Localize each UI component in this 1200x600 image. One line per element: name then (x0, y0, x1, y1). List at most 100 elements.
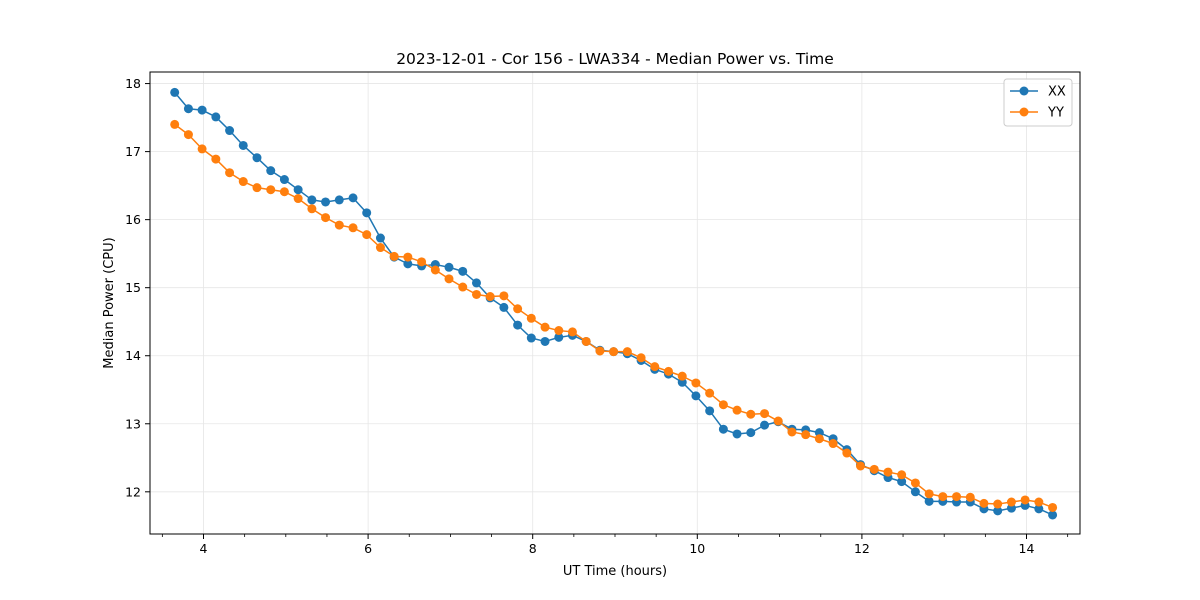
data-point-yy (403, 252, 413, 262)
y-tick-label: 18 (125, 76, 141, 91)
legend-label-yy: YY (1047, 106, 1064, 121)
grid (150, 72, 1080, 534)
data-point-yy (952, 492, 962, 502)
data-point-xx (993, 506, 1003, 516)
data-point-xx (526, 333, 536, 343)
data-point-yy (718, 400, 728, 410)
data-point-yy (183, 130, 193, 140)
y-tick-label: 17 (125, 144, 141, 159)
series-yy (170, 119, 1058, 512)
data-point-yy (266, 185, 276, 195)
data-point-xx (760, 420, 770, 430)
data-point-yy (279, 187, 289, 197)
data-point-xx (225, 126, 235, 136)
data-point-xx (170, 87, 180, 97)
data-point-yy (293, 194, 303, 204)
data-point-yy (732, 405, 742, 415)
data-point-yy (540, 322, 550, 332)
data-point-yy (554, 326, 564, 336)
data-point-yy (787, 427, 797, 437)
data-point-yy (238, 177, 248, 187)
data-point-xx (471, 278, 481, 288)
data-point-xx (211, 112, 221, 122)
data-point-xx (266, 166, 276, 176)
data-point-yy (1048, 502, 1058, 512)
data-point-yy (321, 213, 331, 223)
data-point-yy (595, 346, 605, 356)
x-tick-label: 4 (200, 541, 208, 556)
data-point-xx (897, 477, 907, 487)
data-point-xx (705, 406, 715, 416)
data-point-yy (760, 409, 770, 419)
data-point-xx (499, 302, 509, 312)
data-point-yy (883, 467, 893, 477)
data-point-yy (362, 230, 372, 240)
data-point-yy (664, 366, 673, 376)
data-point-xx (348, 193, 358, 203)
data-point-xx (1034, 504, 1044, 514)
data-point-xx (718, 424, 728, 434)
x-axis-label: UT Time (hours) (563, 564, 667, 579)
y-axis: 12 13 14 15 16 17 18 (125, 76, 150, 499)
data-point-yy (197, 144, 207, 154)
data-point-yy (705, 388, 715, 398)
data-point-yy (691, 378, 701, 388)
data-point-xx (513, 320, 523, 330)
y-axis-label: Median Power (CPU) (102, 237, 117, 368)
data-point-yy (430, 265, 440, 275)
data-point-yy (170, 119, 180, 129)
x-tick-label: 14 (1019, 541, 1035, 556)
data-point-yy (485, 292, 495, 302)
data-point-xx (183, 104, 193, 114)
y-tick-label: 16 (125, 212, 141, 227)
data-point-yy (897, 470, 907, 480)
data-point-yy (499, 291, 509, 301)
data-point-xx (334, 195, 344, 205)
data-point-yy (677, 371, 687, 381)
data-point-yy (856, 461, 865, 471)
data-point-yy (526, 313, 536, 323)
x-tick-label: 8 (529, 541, 537, 556)
data-point-yy (842, 448, 852, 458)
data-point-yy (567, 327, 577, 337)
data-point-xx (293, 185, 303, 195)
x-tick-label: 12 (854, 541, 870, 556)
y-tick-label: 13 (125, 416, 141, 431)
data-point-yy (801, 430, 811, 440)
data-point-yy (650, 362, 660, 372)
data-point-xx (444, 262, 454, 272)
data-point-xx (279, 175, 289, 185)
data-point-xx (924, 496, 934, 506)
data-point-yy (814, 434, 824, 444)
data-point-yy (979, 498, 989, 508)
data-point-yy (417, 257, 427, 267)
y-tick-label: 15 (125, 280, 141, 295)
data-point-yy (513, 304, 523, 314)
data-point-xx (403, 259, 413, 269)
data-point-yy (458, 282, 468, 292)
data-point-yy (1020, 495, 1030, 505)
data-point-yy (746, 409, 756, 419)
data-point-yy (828, 439, 838, 449)
data-point-yy (1006, 497, 1016, 507)
data-point-xx (554, 332, 564, 342)
data-point-yy (307, 204, 317, 214)
data-point-xx (321, 197, 331, 207)
data-point-yy (1034, 497, 1044, 507)
data-point-yy (924, 489, 934, 499)
data-point-yy (581, 336, 591, 346)
data-point-xx (375, 233, 385, 243)
chart-title: 2023-12-01 - Cor 156 - LWA334 - Median P… (396, 50, 834, 68)
legend-marker-xx (1019, 86, 1029, 96)
data-point-yy (375, 243, 385, 253)
data-point-yy (389, 251, 399, 261)
data-point-xx (307, 195, 317, 205)
data-point-xx (691, 391, 701, 401)
data-point-xx (252, 153, 262, 163)
y-tick-label: 14 (125, 348, 141, 363)
data-point-xx (1048, 510, 1058, 520)
x-tick-label: 10 (689, 541, 705, 556)
data-point-yy (252, 183, 262, 193)
